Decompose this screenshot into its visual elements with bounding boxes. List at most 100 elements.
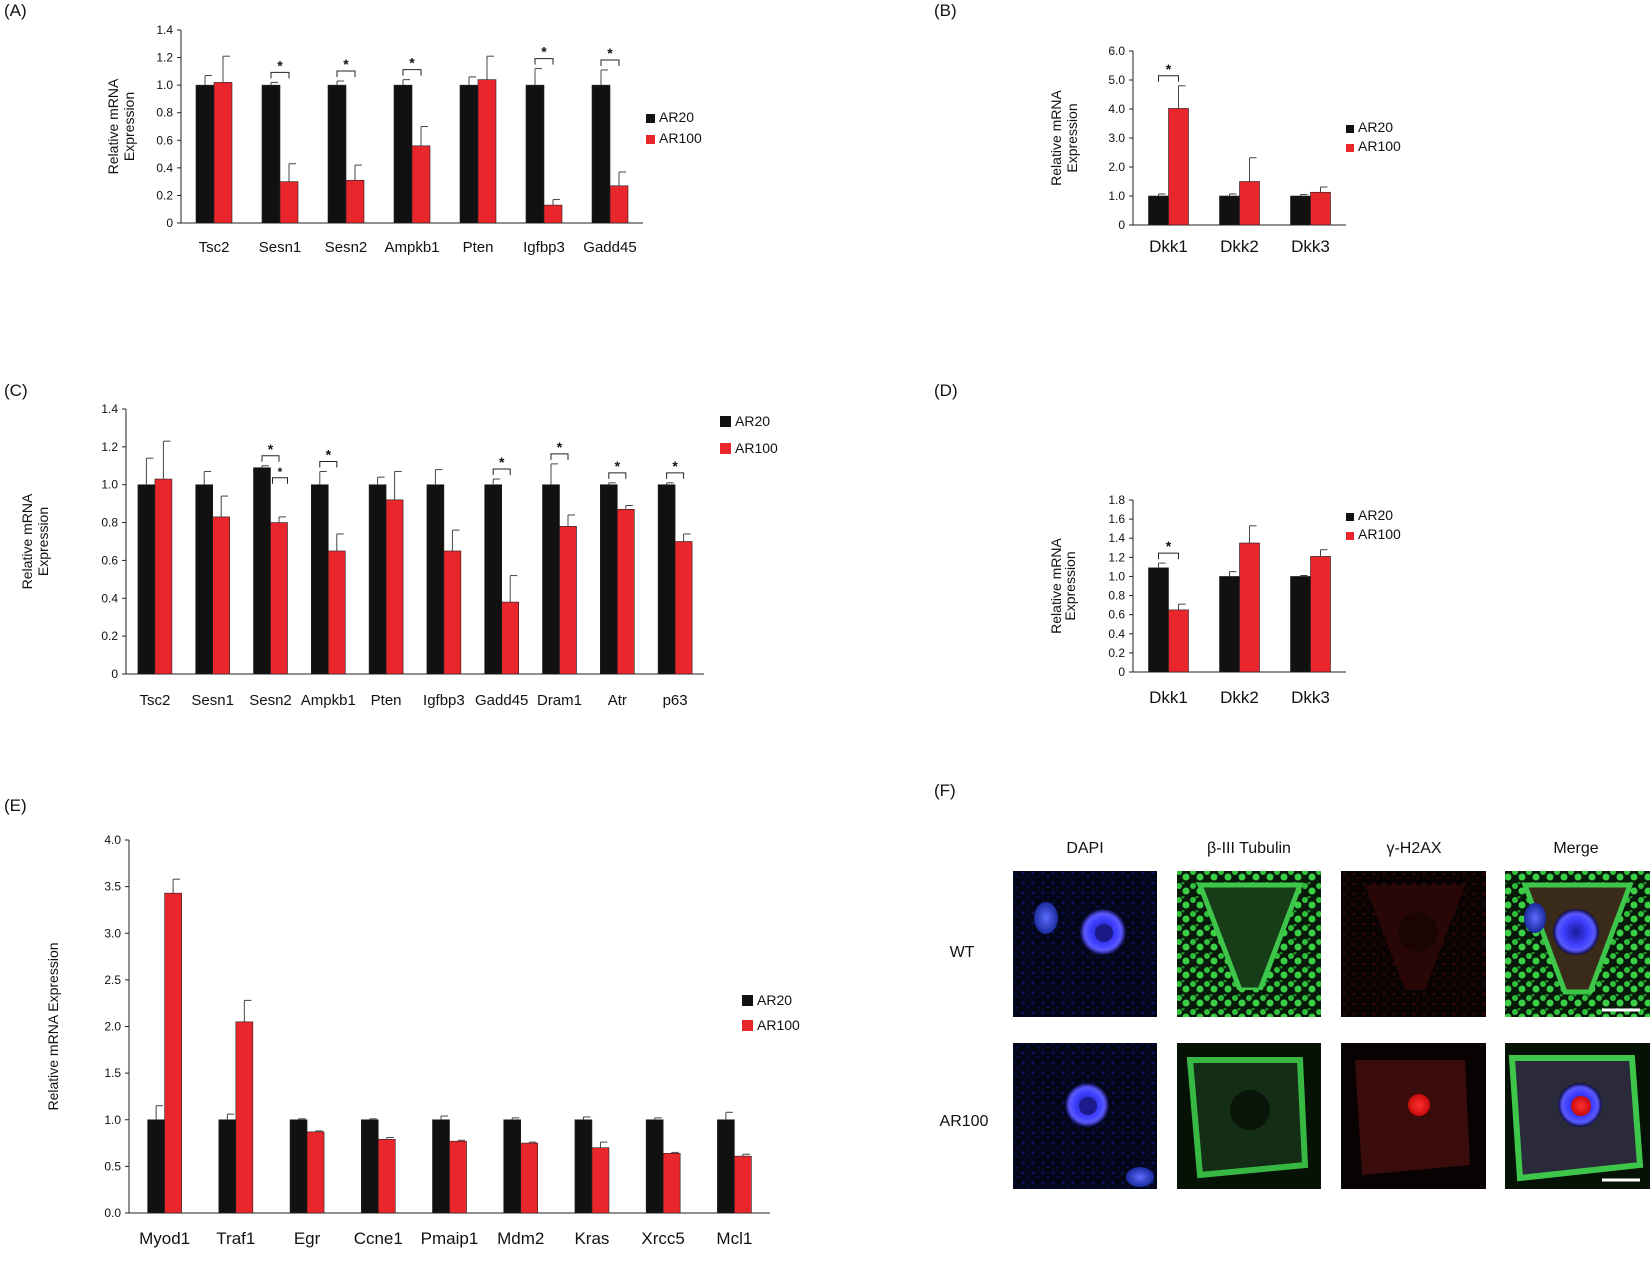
col-label-tubulin: β-III Tubulin [1207,840,1291,857]
bar-ar100-xrcc5 [662,1153,681,1214]
bar-ar100-sesn2 [345,179,365,224]
bar-ar100-mcl1 [734,1155,752,1214]
significance-star: * [326,446,332,462]
y-tick-label: 6.0 [1108,44,1125,58]
significance-star: * [541,44,547,60]
bar-ar100-traf1 [235,1021,254,1214]
bar-ar100-ampkb1 [411,145,431,224]
legend-label-ar100: AR100 [1358,526,1401,542]
y-tick-label: 3.5 [104,880,121,894]
x-tick-label: Igfbp3 [523,239,565,256]
significance-bracket [608,472,627,479]
bar-ar20-sesn1 [261,84,281,224]
significance-star: * [409,55,415,71]
significance-star: * [615,458,621,474]
bar-ar100-kras [591,1147,610,1214]
y-tick-label: 0.5 [104,1159,121,1173]
y-tick-label: 0.6 [156,133,173,147]
significance-bracket [550,453,569,460]
y-tick-label: 0.6 [101,553,118,567]
bar-ar100-igfbp3 [443,550,462,675]
chart-e: 0.0 0.5 1.0 1.5 2.0 2.5 3.0 3.5 4.0 Relative mRNA… [45,833,800,1248]
bar-ar20-gadd45 [591,84,611,224]
legend-label-ar20: AR20 [1358,119,1393,135]
bar-ar20-egr [289,1119,308,1214]
significance-bracket [1158,552,1179,560]
y-tick-label: 4.0 [104,833,121,847]
x-tick-label: Gadd45 [475,692,528,709]
legend-swatch-ar100 [646,135,655,144]
panel-label-f: (F) [934,781,956,800]
legend-label-ar100: AR100 [1358,138,1401,154]
x-tick-label: Sesn1 [259,239,302,256]
bar-ar100-sesn1 [279,181,299,224]
panel-label-d: (D) [934,381,958,400]
significance-bracket [336,70,356,78]
x-tick-label: Dkk1 [1149,688,1188,707]
y-axis-title: Relative mRNAExpression [1048,538,1078,634]
image-ar100-dapi [1013,1043,1157,1189]
x-tick-label: Gadd45 [583,239,636,256]
y-tick-label: 0 [1118,218,1125,232]
y-tick-label: 2.0 [1108,160,1125,174]
significance-bracket [270,71,290,79]
significance-bracket-secondary [272,477,288,484]
y-tick-label: 5.0 [1108,73,1125,87]
image-wt-merge [1505,871,1650,1017]
bar-ar20-pten [368,484,387,675]
significance-star: * [557,439,563,455]
significance-star: * [1166,61,1172,77]
bar-ar20-p63 [657,484,676,675]
bar-ar20-sesn1 [195,484,213,675]
y-tick-label: 1.2 [156,51,173,65]
y-tick-label: 3.0 [1108,131,1125,145]
panel-label-a: (A) [4,1,27,20]
row-label-ar100: AR100 [940,1113,989,1130]
bar-ar100-ampkb1 [327,550,346,675]
panel-label-c: (C) [4,381,28,400]
legend-swatch-ar20 [646,114,655,123]
bar-ar100-dkk2 [1239,542,1260,673]
image-wt-h2ax [1341,871,1486,1017]
bar-ar100-dkk3 [1310,556,1331,673]
x-tick-label: Myod1 [139,1229,190,1248]
significance-star: * [499,454,505,470]
bar-ar100-myod1 [164,892,182,1214]
legend-label-ar20: AR20 [1358,507,1393,523]
x-tick-label: Dkk2 [1220,688,1259,707]
bar-ar20-tsc2 [195,84,215,224]
chart-a: 0 0.2 0.4 0.6 0.8 1.0 1.2 1.4 Relative mRNAExpre… [105,23,702,256]
y-tick-label: 1.8 [1108,493,1125,507]
y-axis-title: Relative mRNA Expression [45,942,61,1110]
bar-ar20-mdm2 [503,1119,522,1214]
y-tick-label: 0.8 [156,106,173,120]
significance-bracket [402,69,422,76]
image-ar100-tubulin [1177,1043,1321,1189]
x-tick-label: Sesn2 [249,692,292,709]
x-tick-label: Tsc2 [199,239,230,256]
x-tick-label: Sesn2 [325,239,368,256]
y-tick-label: 1.4 [156,23,173,37]
x-tick-label: Ampkb1 [384,239,439,256]
legend-label-ar20: AR20 [757,992,792,1008]
significance-star: * [1166,538,1172,554]
bar-ar100-pten [385,499,404,675]
chart-c: 0 0.2 0.4 0.6 0.8 1.0 1.2 1.4 Relative mRNAExpre… [19,402,778,709]
bar-ar20-tsc2 [137,484,156,675]
bar-ar20-dkk1 [1148,195,1169,226]
bar-ar20-traf1 [218,1119,237,1214]
col-label-h2ax: γ-H2AX [1386,840,1441,857]
y-tick-label: 0.2 [156,188,173,202]
bar-ar100-sesn2 [270,522,288,675]
significance-star: * [343,56,349,72]
y-tick-label: 1.0 [101,478,118,492]
bar-ar20-kras [574,1119,593,1214]
bar-ar100-dkk2 [1239,181,1260,226]
image-wt-dapi [1013,871,1157,1017]
legend-label-ar100: AR100 [659,130,702,146]
x-tick-label: Dkk3 [1291,688,1330,707]
legend-label-ar100: AR100 [757,1017,800,1033]
x-tick-label: Egr [294,1229,321,1248]
bar-ar20-pmaip1 [432,1119,450,1214]
significance-bracket [261,455,280,462]
